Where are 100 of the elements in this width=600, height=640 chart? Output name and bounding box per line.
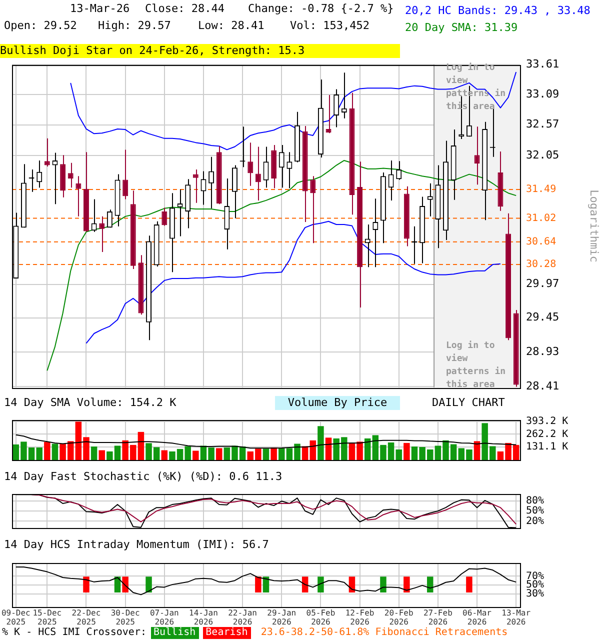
y-tick-label: 32.05 (526, 148, 560, 162)
candlestick (334, 88, 340, 128)
x-tick-label: 22-Jan 2026 (228, 608, 258, 626)
candlestick (255, 146, 261, 201)
bar (270, 447, 277, 460)
candlestick (224, 178, 230, 250)
text: Bullish Doji Star on 24-Feb-26, Strength: 15.3 (0, 44, 400, 58)
text: Close: 28.44 (145, 2, 224, 16)
candlestick (177, 188, 183, 237)
text: Bearish (202, 627, 251, 639)
x-tick-label: 29-Jan 2026 (267, 608, 296, 626)
y-tick-label: 32.57 (526, 118, 560, 131)
ref-line-label: 31.02 (526, 212, 556, 224)
chart-title: 14 Day HCS Intraday Momentum (IMI): 56.7 (4, 538, 269, 552)
legend-title: % K - HCS IMI Crossover: (2, 627, 146, 639)
text: High: 29.57 (98, 19, 171, 33)
candlestick (36, 160, 42, 188)
text: Low: 28.41 (198, 19, 264, 33)
text: Bullish (150, 627, 199, 639)
bar (302, 446, 308, 460)
x-tick-label: 27-Feb 2026 (423, 608, 453, 626)
ref-line-label: 30.64 (526, 236, 556, 248)
bar (474, 441, 480, 460)
bar (364, 438, 371, 460)
candlestick (192, 168, 198, 204)
text: Change: -0.78 {-2.7 %} (248, 2, 394, 16)
y-tick-label: 29.97 (526, 277, 560, 290)
text: DAILY CHART (432, 396, 505, 410)
y-tick-label: 80% (526, 495, 544, 506)
text: 20 Day SMA: 31.39 (405, 20, 519, 36)
bar (310, 440, 316, 460)
candlestick (91, 198, 97, 232)
y-tick-label: 131.1 K (526, 442, 568, 453)
y-tick-label: 20% (526, 516, 544, 527)
candlestick (326, 94, 332, 134)
candlestick (388, 160, 394, 201)
x-tick-label: 30-Dec 2025 (110, 608, 140, 626)
candlestick (162, 207, 168, 226)
x-tick-label: 15-Dec 2025 (32, 608, 62, 626)
x-tick-label: 20-Feb 2026 (384, 608, 414, 626)
bar (90, 446, 98, 460)
candlestick (122, 149, 128, 200)
candlestick (286, 152, 292, 189)
candlestick (427, 182, 433, 217)
candlestick (248, 142, 254, 186)
x-tick-label: 06-Mar 2026 (462, 608, 492, 626)
y-tick-label: 262.2 K (526, 428, 568, 440)
candlestick (52, 152, 58, 205)
y-axis-title: Logarithmic (588, 190, 600, 262)
ref-line-label: 31.49 (526, 184, 556, 196)
candlestick (44, 138, 50, 167)
x-tick-label: 05-Feb 2026 (306, 608, 336, 626)
y-tick-label: 33.09 (526, 87, 560, 100)
candlestick (232, 164, 238, 219)
candlestick (372, 198, 378, 268)
text: 23.6-38.2-50-61.8% Fibonacci Retracements (260, 627, 508, 639)
x-tick-label: 09-Dec 2025 (1, 608, 31, 626)
text: Volume By Price (275, 396, 400, 410)
candlestick (278, 144, 284, 188)
y-tick-label: 29.45 (526, 310, 560, 324)
y-tick-label: 50% (526, 506, 544, 517)
y-tick-label: 28.41 (526, 380, 560, 393)
x-tick-label: 12-Feb 2026 (345, 608, 374, 626)
candlestick (68, 162, 74, 188)
text: Vol: 153,452 (290, 19, 370, 33)
bar (325, 438, 332, 460)
y-tick-label: 33.61 (526, 57, 560, 70)
x-tick-label: 22-Dec 2025 (72, 608, 101, 626)
bar (52, 444, 58, 460)
bar (216, 448, 222, 460)
candlestick (208, 156, 214, 209)
candlestick (310, 176, 316, 244)
candlestick (396, 160, 402, 180)
candlestick (99, 216, 105, 252)
annotation: Log in to view patterns in this area (446, 340, 507, 392)
candlestick (341, 72, 347, 119)
y-tick-label: 30% (526, 588, 544, 600)
chart-title: 14 Day SMA Volume: 154.2 K (4, 396, 176, 410)
x-tick-label: 07-Jan 2026 (150, 608, 180, 626)
bar (318, 426, 324, 460)
text: 20,2 HC Bands: 29.43 , 33.48 (405, 3, 590, 19)
y-tick-label: 28.93 (526, 344, 560, 358)
candlestick (474, 126, 480, 186)
text: Open: 29.52 (4, 19, 77, 33)
bar (192, 450, 199, 460)
candlestick (76, 176, 82, 217)
bar (98, 450, 106, 460)
bar (161, 450, 168, 460)
bar (44, 442, 50, 460)
y-tick-label: 393.2 K (526, 416, 568, 427)
bar (404, 442, 410, 460)
candlestick (106, 209, 112, 228)
candlestick (28, 168, 34, 192)
chart-title: 14 Day Fast Stochastic (%K) (%D): 0.6 11.3 (4, 470, 282, 484)
x-tick-label: 13-Mar 2026 (502, 608, 531, 626)
candlestick (200, 170, 206, 206)
x-tick-label: 14-Jan 2026 (189, 608, 218, 626)
ref-line-label: 30.28 (526, 259, 556, 270)
bar (262, 448, 270, 460)
text: 13-Mar-26 (70, 2, 130, 16)
